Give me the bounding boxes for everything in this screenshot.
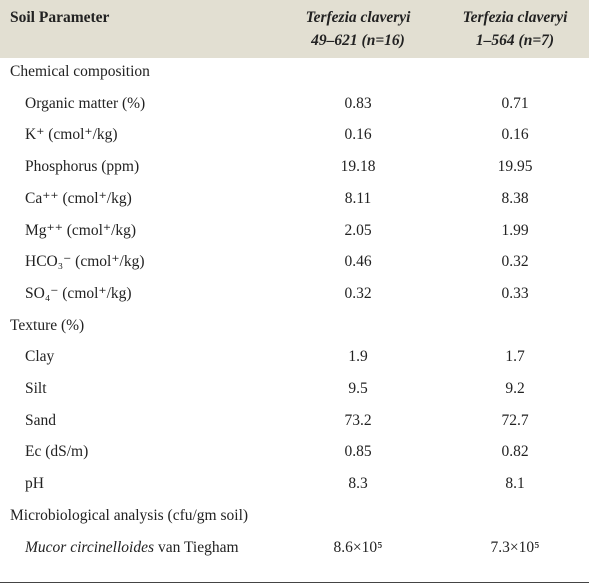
value: 73.2	[344, 411, 372, 429]
parameter: SO₄⁻ (cmol⁺/kg)	[25, 284, 132, 302]
parameter: HCO₃⁻ (cmol⁺/kg)	[25, 253, 145, 271]
value: 19.18	[340, 158, 376, 176]
value: 0.32	[501, 253, 529, 271]
parameter: Silt	[25, 380, 47, 397]
value: 0.83	[344, 94, 372, 112]
parameter: pH	[25, 475, 44, 493]
value: 0.46	[344, 253, 372, 271]
value: 19.95	[497, 158, 533, 176]
value: 0.82	[501, 443, 529, 461]
value: 1.9	[348, 348, 368, 366]
section-title: Texture (%)	[10, 316, 85, 334]
value: 7.3×10⁵	[490, 538, 540, 556]
parameter: van Tiegham	[158, 538, 239, 556]
value: 1.7	[505, 348, 525, 366]
section-title: Microbiological analysis (cfu/gm soil)	[10, 506, 249, 524]
value: 1.99	[501, 221, 529, 239]
header-parameter: Soil Parameter	[10, 9, 110, 26]
value: 2.05	[344, 221, 372, 239]
parameter: Ca⁺⁺ (cmol⁺/kg)	[25, 189, 132, 207]
parameter: Phosphorus (ppm)	[25, 158, 140, 176]
bottom-rule	[0, 582, 589, 583]
parameter: Organic matter (%)	[25, 94, 146, 112]
parameter: Ec (dS/m)	[25, 443, 89, 461]
value: 0.16	[344, 126, 372, 144]
value: 0.33	[501, 284, 529, 302]
header-species: Terfezia claveryi	[462, 9, 568, 26]
header-strain: 49–621 (n=16)	[311, 32, 405, 49]
header-band	[0, 0, 589, 58]
header-species: Terfezia claveryi	[305, 9, 411, 26]
value: 9.5	[348, 380, 368, 397]
parameter: Mg⁺⁺ (cmol⁺/kg)	[25, 221, 137, 239]
value: 8.38	[501, 189, 529, 207]
value: 8.6×10⁵	[333, 538, 383, 556]
value: 8.11	[344, 189, 372, 207]
value: 9.2	[505, 380, 525, 397]
value: 8.3	[348, 475, 368, 493]
parameter: K⁺ (cmol⁺/kg)	[25, 126, 118, 144]
section-title: Chemical composition	[10, 63, 150, 80]
parameter: Clay	[25, 348, 55, 366]
value: 0.71	[501, 94, 529, 112]
parameter-italic: Mucor circinelloides	[25, 538, 154, 556]
value: 72.7	[501, 411, 529, 429]
value: 0.32	[344, 284, 372, 302]
value: 8.1	[505, 475, 525, 493]
parameter: Sand	[25, 411, 56, 429]
value: 0.16	[501, 126, 529, 144]
value: 0.85	[344, 443, 372, 461]
header-strain: 1–564 (n=7)	[475, 32, 555, 49]
